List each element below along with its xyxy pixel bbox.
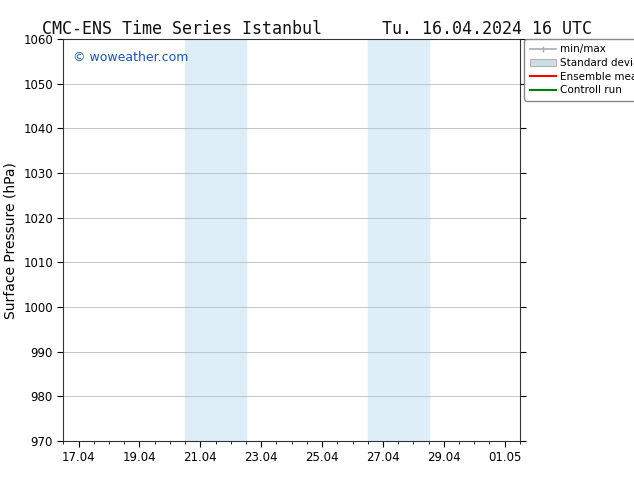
Text: © woweather.com: © woweather.com xyxy=(72,51,188,64)
Bar xyxy=(185,39,246,441)
Y-axis label: Surface Pressure (hPa): Surface Pressure (hPa) xyxy=(4,162,18,318)
Bar xyxy=(368,39,429,441)
Legend: min/max, Standard deviation, Ensemble mean run, Controll run: min/max, Standard deviation, Ensemble me… xyxy=(524,39,634,100)
Text: CMC-ENS Time Series Istanbul      Tu. 16.04.2024 16 UTC: CMC-ENS Time Series Istanbul Tu. 16.04.2… xyxy=(42,20,592,38)
